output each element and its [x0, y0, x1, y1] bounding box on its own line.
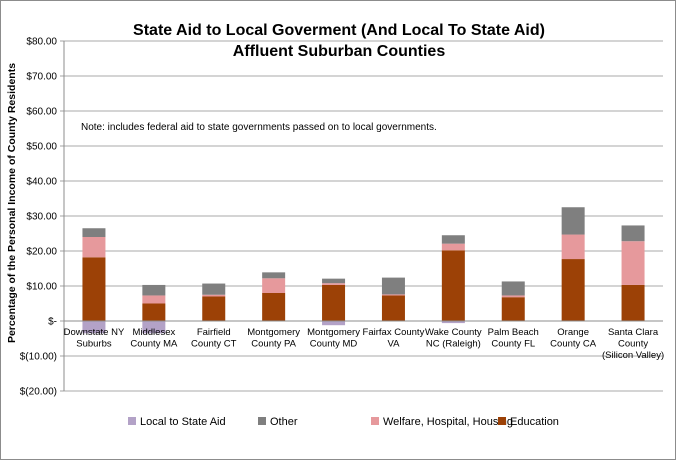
chart-subtitle: Affluent Suburban Counties: [233, 43, 446, 60]
bar-other-5: [322, 278, 346, 284]
x-tick-label: Santa Clara County (Silicon Valley): [602, 327, 664, 361]
x-tick-label: Fairfield County CT: [191, 327, 237, 350]
bar-welfare-hospital-housing-4: [262, 278, 286, 293]
bar-welfare-hospital-housing-1: [82, 237, 106, 258]
bar-other-9: [561, 207, 585, 235]
bar-other-8: [501, 281, 525, 296]
bar-education-8: [501, 297, 525, 321]
bar-education-9: [561, 259, 585, 321]
bar-other-3: [202, 283, 226, 295]
bar-local-to-state-aid-5: [322, 321, 346, 326]
x-tick-label: Montgomery County PA: [247, 327, 300, 350]
legend-swatch: [371, 417, 379, 425]
bar-education-6: [381, 295, 405, 321]
x-tick-label: Orange County CA: [550, 327, 597, 350]
x-tick-label: Palm Beach County FL: [488, 327, 539, 350]
bar-local-to-state-aid-7: [441, 321, 465, 324]
bar-local-to-state-aid-2: [142, 321, 166, 334]
y-tick-label: $40.00: [26, 177, 57, 188]
bars: [82, 207, 645, 334]
y-axis-ticks: $80.00 $70.00 $60.00 $50.00 $40.00 $30.00 $20.…: [20, 37, 58, 398]
x-tick-label: Downstate NY Suburbs: [64, 327, 125, 350]
y-axis-label: Percentage of the Personal Income of Cou…: [6, 63, 18, 343]
bar-welfare-hospital-housing-8: [501, 295, 525, 298]
bar-other-6: [381, 277, 405, 295]
bar-other-10: [621, 225, 645, 242]
bar-welfare-hospital-housing-9: [561, 234, 585, 260]
legend-swatch: [498, 417, 506, 425]
bar-welfare-hospital-housing-3: [202, 294, 226, 297]
y-tick-label: $60.00: [26, 107, 57, 118]
y-tick-label: $50.00: [26, 142, 57, 153]
legend-label: Education: [510, 416, 559, 428]
bar-education-4: [262, 293, 286, 321]
bar-welfare-hospital-housing-2: [142, 295, 166, 304]
y-tick-label: $(10.00): [20, 352, 57, 363]
bar-welfare-hospital-housing-5: [322, 283, 346, 285]
y-tick-label: $-: [48, 317, 57, 328]
legend-label: Local to State Aid: [140, 416, 226, 428]
bar-local-to-state-aid-1: [82, 321, 106, 334]
y-tick-label: $20.00: [26, 247, 57, 258]
y-tick-label: $(20.00): [20, 387, 57, 398]
bar-welfare-hospital-housing-7: [441, 243, 465, 251]
y-tick-label: $70.00: [26, 72, 57, 83]
bar-other-4: [262, 272, 286, 279]
chart-note: Note: includes federal aid to state gove…: [81, 122, 437, 133]
bar-education-2: [142, 303, 166, 321]
chart-title: State Aid to Local Goverment (And Local …: [133, 22, 545, 39]
legend-label: Other: [270, 416, 298, 428]
x-tick-label: Middlesex County MA: [130, 327, 178, 350]
legend-label: Welfare, Hospital, Housing: [383, 416, 513, 428]
legend-swatch: [128, 417, 136, 425]
legend-swatch: [258, 417, 266, 425]
bar-education-10: [621, 284, 645, 321]
bar-other-1: [82, 228, 106, 237]
y-tick-label: $10.00: [26, 282, 57, 293]
bar-education-7: [441, 250, 465, 321]
legend: Local to State Aid Other Welfare, Hospital…: [128, 416, 559, 428]
bar-education-5: [322, 284, 346, 321]
bar-welfare-hospital-housing-6: [381, 294, 405, 296]
y-tick-label: $80.00: [26, 37, 57, 48]
bar-welfare-hospital-housing-10: [621, 241, 645, 285]
x-tick-label: Fairfax County VA: [363, 327, 425, 350]
bar-education-3: [202, 296, 226, 321]
x-tick-label: Wake County NC (Raleigh): [425, 327, 482, 350]
y-tick-label: $30.00: [26, 212, 57, 223]
bar-other-7: [441, 235, 465, 244]
bar-education-1: [82, 257, 106, 321]
x-tick-label: Montgomery County MD: [307, 327, 360, 350]
bar-other-2: [142, 284, 166, 296]
